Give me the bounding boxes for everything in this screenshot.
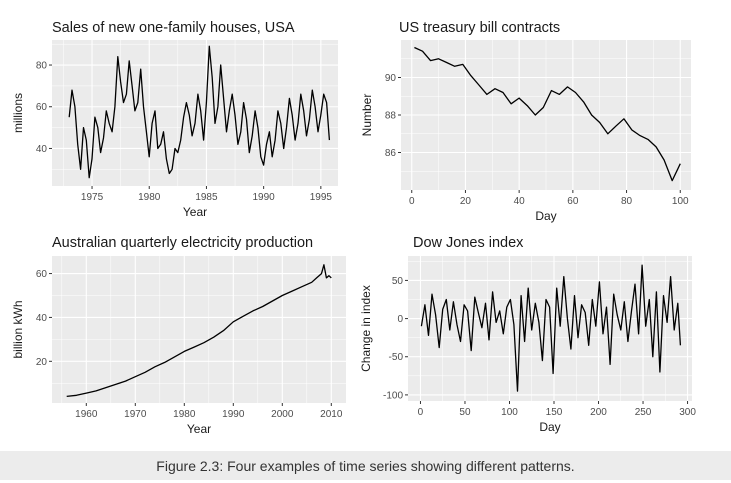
- x-axis-title: Day: [539, 420, 560, 434]
- plot-background: [52, 256, 346, 403]
- y-axis-title: Number: [360, 94, 374, 137]
- y-tick-label: -100: [383, 390, 403, 401]
- y-tick-label: 20: [36, 357, 48, 368]
- figure-grid: 1975 1980 1985 1990 1995 40 60 80 Sales of new o…: [11, 20, 696, 436]
- x-axis-title: Day: [535, 209, 556, 223]
- chart-panel-3: 1960 1970 1980 1990 2000 2010 20 40 60 Australian…: [11, 235, 346, 436]
- x-tick-label: 60: [567, 196, 579, 207]
- series-line: [66, 264, 332, 398]
- series-line: [414, 46, 681, 182]
- series-line: [68, 45, 331, 179]
- y-axis-title: millions: [11, 93, 25, 133]
- y-tick-label: 60: [36, 269, 48, 280]
- x-tick-label: 1990: [222, 409, 245, 420]
- figure-caption: Figure 2.3: Four examples of time series…: [0, 451, 731, 480]
- x-tick-label: 2000: [271, 409, 294, 420]
- x-tick-label: 1960: [75, 409, 98, 420]
- y-tick-label: -50: [389, 352, 404, 363]
- chart-panel-2: 0 20 40 60 80 100 86 88 90 US treasury bill contr…: [360, 20, 691, 223]
- x-tick-label: 40: [514, 196, 526, 207]
- x-axis-title: Year: [187, 422, 211, 436]
- x-tick-label: 1970: [124, 409, 147, 420]
- x-tick-label: 100: [672, 196, 689, 207]
- x-tick-label: 50: [459, 407, 471, 418]
- x-tick-label: 1985: [195, 192, 218, 203]
- series-line: [420, 264, 682, 392]
- y-axis-title: Change in index: [359, 285, 373, 372]
- x-tick-label: 2010: [320, 409, 343, 420]
- x-tick-label: 20: [460, 196, 472, 207]
- y-tick-label: 88: [385, 111, 397, 122]
- y-tick-label: 40: [36, 313, 48, 324]
- x-tick-label: 1980: [173, 409, 196, 420]
- x-tick-label: 1990: [253, 192, 276, 203]
- y-tick-label: 90: [385, 73, 397, 84]
- y-tick-label: 86: [385, 148, 397, 159]
- x-tick-label: 80: [621, 196, 633, 207]
- charts-svg: 1975 1980 1985 1990 1995 40 60 80 Sales of new o…: [11, 20, 696, 436]
- x-tick-label: 250: [635, 407, 652, 418]
- x-tick-label: 100: [501, 407, 518, 418]
- y-tick-label: 40: [36, 144, 48, 155]
- y-axis-title: billion kWh: [11, 300, 25, 358]
- x-tick-label: 1980: [138, 192, 161, 203]
- y-tick-label: 0: [397, 314, 403, 325]
- chart-title: Australian quarterly electricity product…: [52, 235, 313, 251]
- y-tick-label: 50: [392, 276, 404, 287]
- x-tick-label: 150: [546, 407, 563, 418]
- x-tick-label: 200: [590, 407, 607, 418]
- x-tick-label: 0: [409, 196, 415, 207]
- chart-title: Dow Jones index: [413, 235, 524, 251]
- chart-title: Sales of new one-family houses, USA: [52, 20, 295, 36]
- x-tick-label: 1975: [81, 192, 104, 203]
- chart-panel-1: 1975 1980 1985 1990 1995 40 60 80 Sales of new o…: [11, 20, 338, 219]
- x-axis-title: Year: [183, 205, 207, 219]
- chart-title: US treasury bill contracts: [399, 20, 560, 36]
- x-tick-label: 1995: [310, 192, 333, 203]
- y-tick-label: 80: [36, 61, 48, 72]
- x-tick-label: 300: [679, 407, 696, 418]
- plot-background: [52, 40, 338, 186]
- y-tick-label: 60: [36, 102, 48, 113]
- chart-panel-4: 0 50 100 150 200 250 300 -100 -50 0 50 Dow Jones in…: [359, 235, 696, 434]
- x-tick-label: 0: [418, 407, 424, 418]
